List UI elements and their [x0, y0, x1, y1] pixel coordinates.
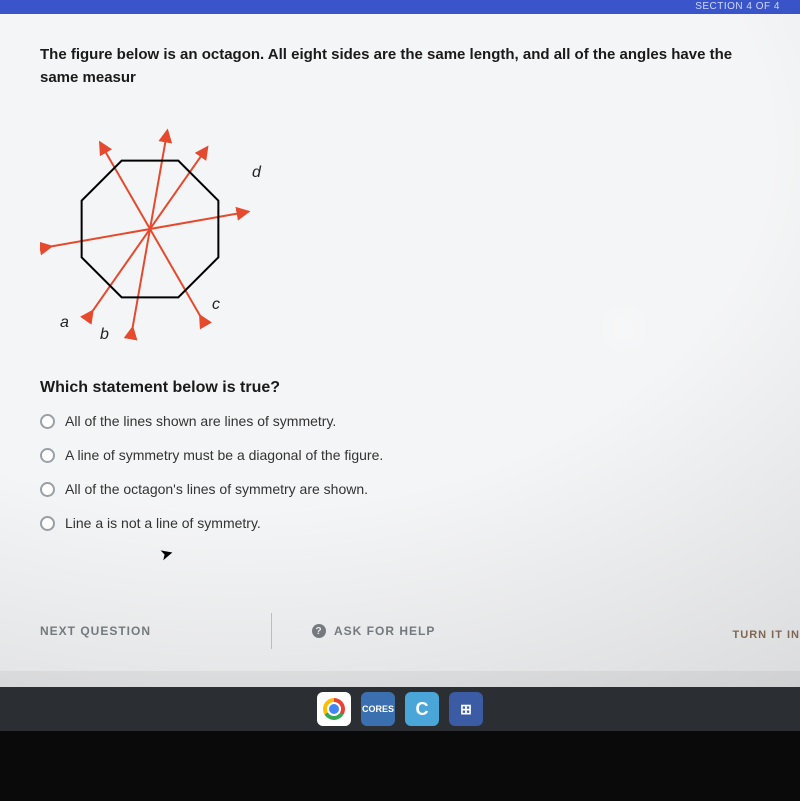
question-content: The figure below is an octagon. All eigh… [0, 14, 800, 671]
option-0[interactable]: All of the lines shown are lines of symm… [40, 413, 760, 429]
figure-label-a: a [60, 314, 69, 332]
ask-label: ASK FOR HELP [334, 624, 435, 638]
section-indicator-bar: SECTION 4 OF 4 [0, 0, 800, 14]
radio-icon [40, 516, 55, 531]
figure-label-b: b [100, 326, 109, 344]
option-text: A line of symmetry must be a diagonal of… [65, 447, 383, 463]
radio-icon [40, 448, 55, 463]
ask-for-help-button[interactable]: ? ASK FOR HELP [312, 624, 435, 638]
os-taskbar: CORES C ⊞ [0, 687, 800, 731]
option-text: Line a is not a line of symmetry. [65, 515, 261, 531]
monitor-bezel [0, 731, 800, 801]
radio-icon [40, 414, 55, 429]
figure-label-c: c [212, 296, 220, 314]
radio-icon [40, 482, 55, 497]
c-app-icon[interactable]: C [405, 692, 439, 726]
chrome-app-icon[interactable] [317, 692, 351, 726]
question-footer: NEXT QUESTION ? ASK FOR HELP [0, 611, 800, 651]
cores-app-icon[interactable]: CORES [361, 692, 395, 726]
option-text: All of the lines shown are lines of symm… [65, 413, 336, 429]
option-text: All of the octagon's lines of symmetry a… [65, 481, 368, 497]
option-3[interactable]: Line a is not a line of symmetry. [40, 515, 760, 531]
question-stem: Which statement below is true? [40, 379, 760, 397]
option-1[interactable]: A line of symmetry must be a diagonal of… [40, 447, 760, 463]
answer-options: All of the lines shown are lines of symm… [40, 413, 760, 531]
assessment-screen: SECTION 4 OF 4 The figure below is an oc… [0, 0, 800, 731]
figure-label-d: d [252, 164, 261, 182]
cursor-icon: ➤ [158, 543, 176, 566]
next-question-button[interactable]: NEXT QUESTION [40, 624, 151, 638]
octagon-figure: a b c d [40, 114, 280, 354]
footer-divider [271, 613, 272, 649]
option-2[interactable]: All of the octagon's lines of symmetry a… [40, 481, 760, 497]
section-indicator-text: SECTION 4 OF 4 [695, 1, 780, 12]
windows-app-icon[interactable]: ⊞ [449, 692, 483, 726]
help-icon: ? [312, 624, 326, 638]
question-prompt: The figure below is an octagon. All eigh… [40, 44, 760, 89]
